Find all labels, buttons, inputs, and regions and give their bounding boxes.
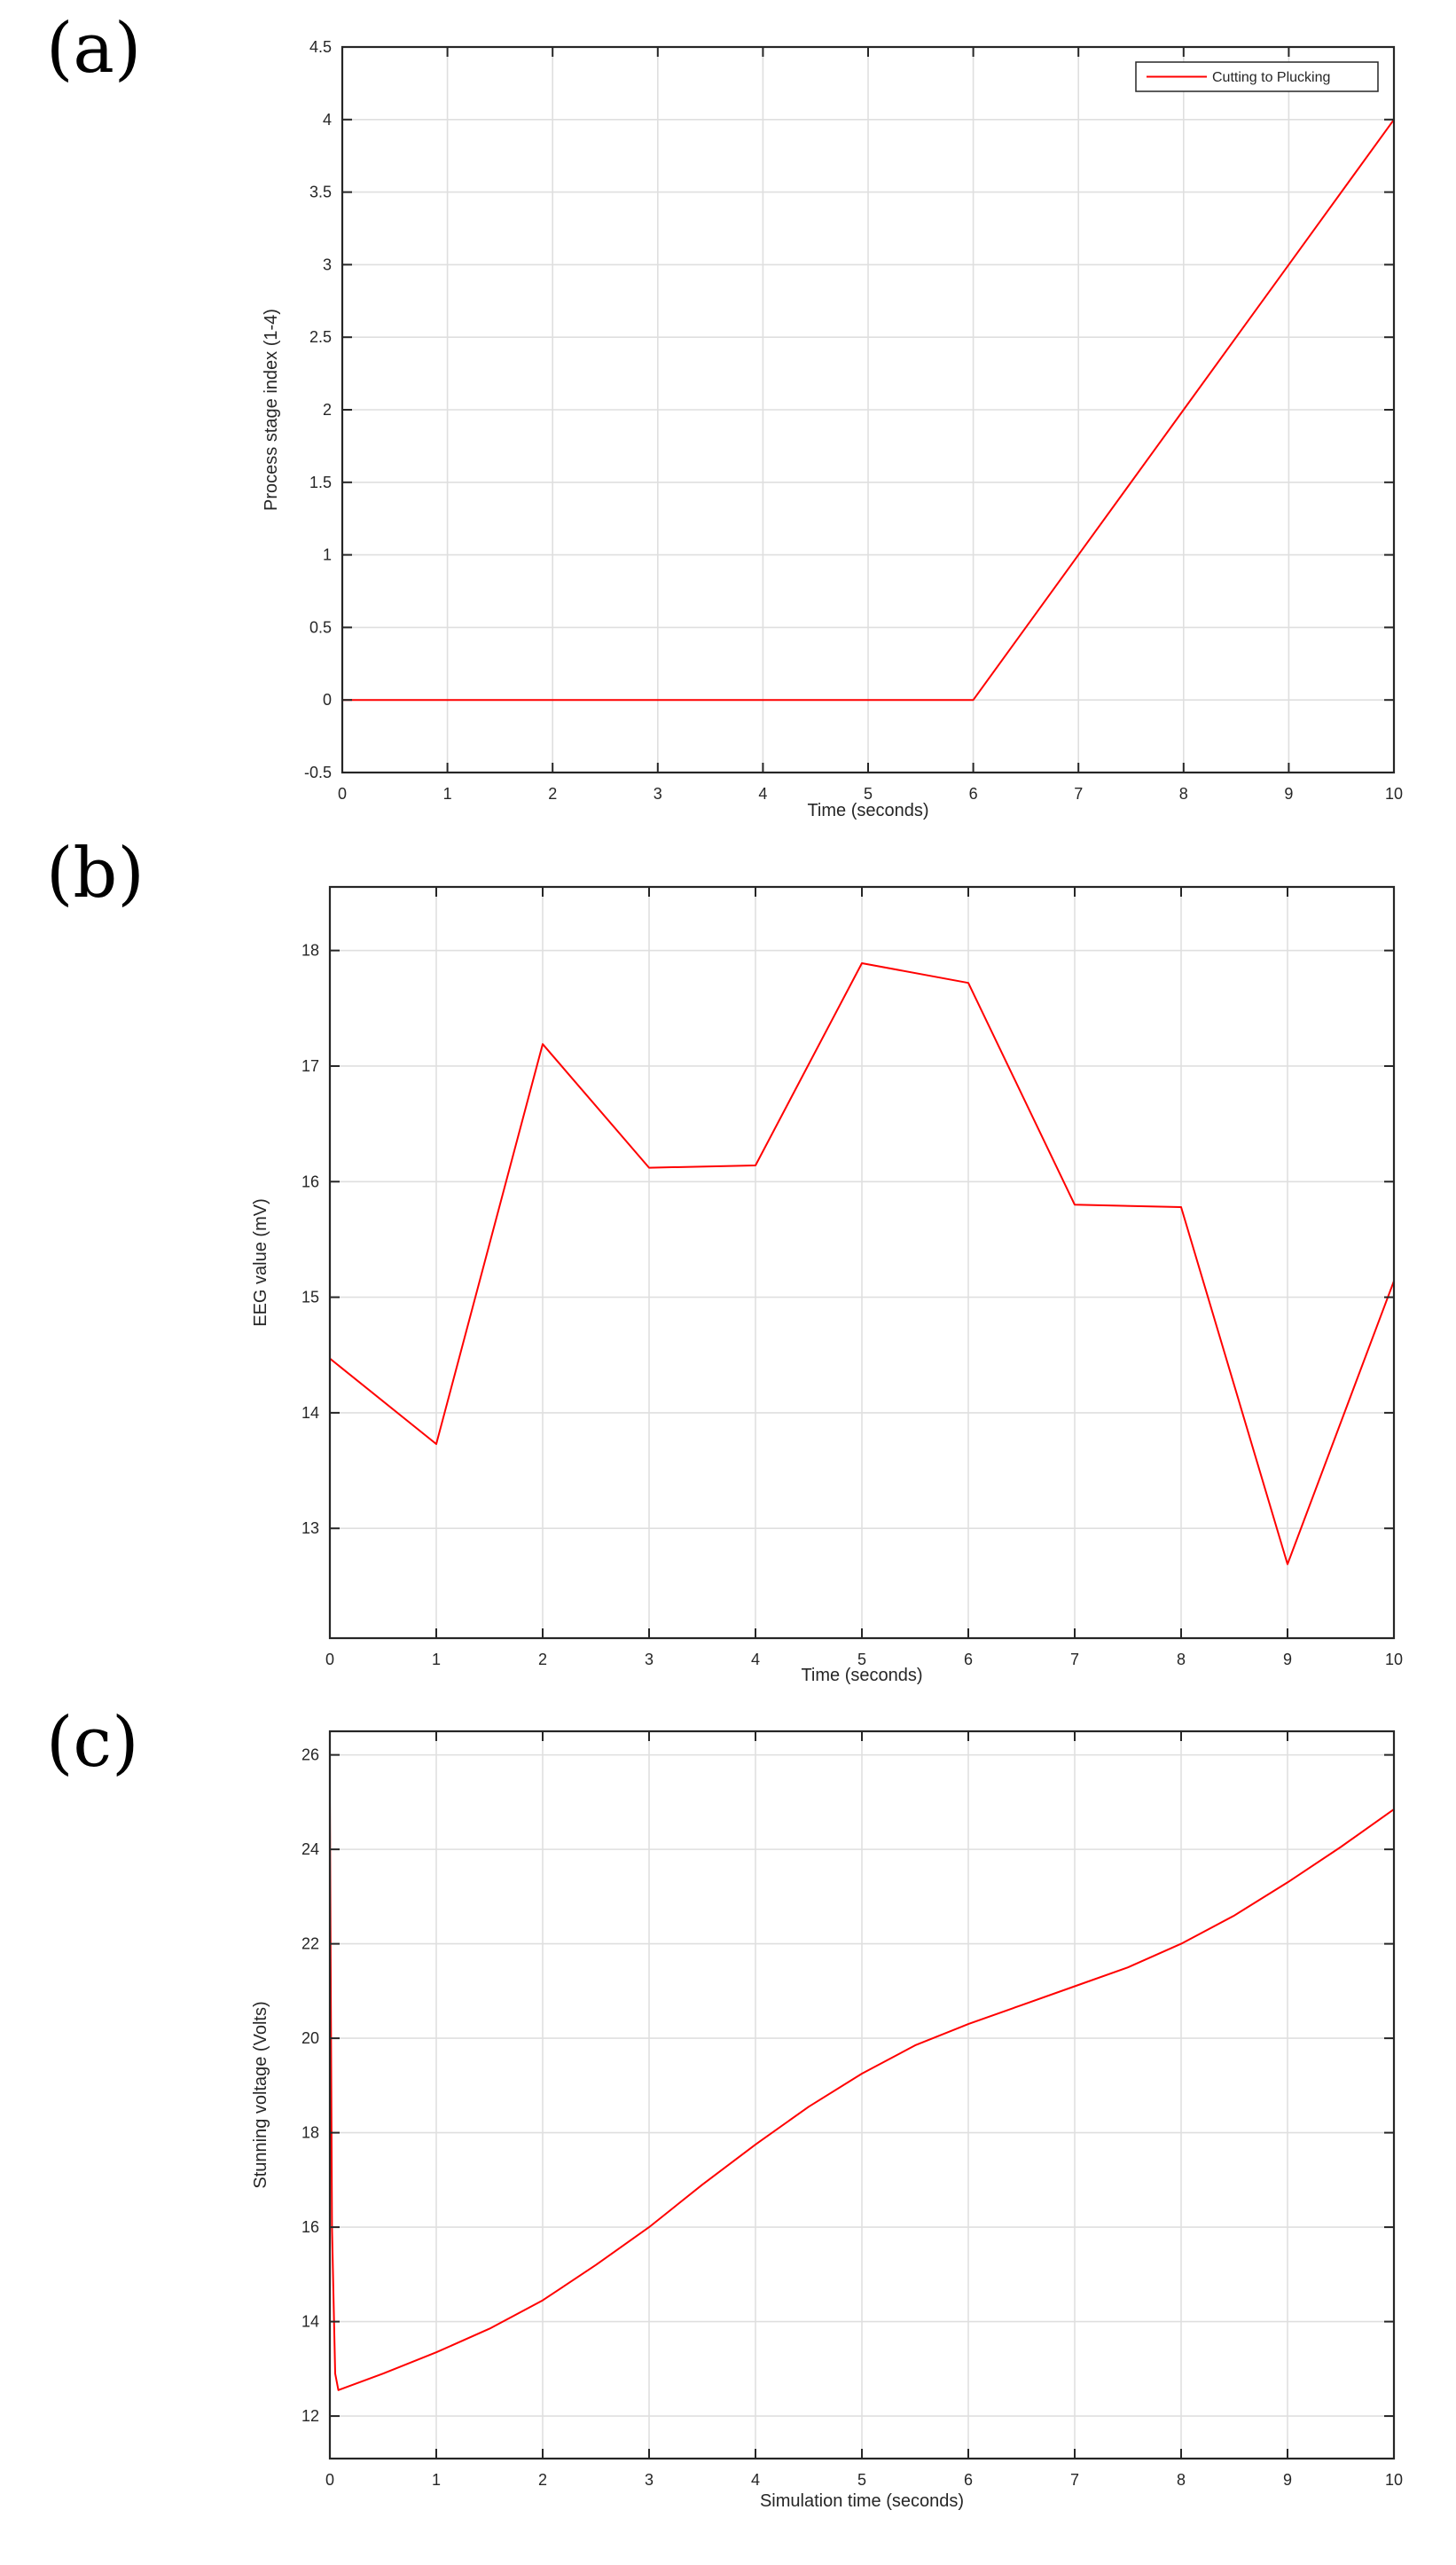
panel-label-b: (b) [46,834,145,914]
svg-text:0: 0 [338,785,347,803]
panel-label-c: (c) [46,1703,139,1783]
svg-text:3: 3 [323,255,332,273]
svg-text:14: 14 [301,2313,319,2331]
svg-text:5: 5 [857,1651,866,1668]
y-axis-label: EEG value (mV) [251,1198,270,1326]
svg-text:5: 5 [857,2471,866,2489]
svg-text:9: 9 [1283,1651,1292,1668]
svg-text:6: 6 [964,2471,973,2489]
svg-text:4: 4 [751,2471,760,2489]
svg-text:7: 7 [1070,2471,1079,2489]
svg-text:24: 24 [301,1840,319,1858]
svg-text:-0.5: -0.5 [304,764,332,781]
x-axis-label: Time (seconds) [807,801,928,820]
svg-text:3.5: 3.5 [309,184,332,201]
svg-text:0: 0 [325,2471,334,2489]
x-axis-ticks: 0 1 2 3 4 5 6 7 8 9 10 [325,887,1403,1668]
svg-text:1: 1 [443,785,452,803]
panel-label-a: (a) [46,9,142,89]
x-axis-ticks: 0 1 2 3 4 5 6 7 8 9 10 [325,1731,1403,2489]
svg-text:2: 2 [323,401,332,419]
series-line [329,1801,1395,2391]
y-axis-ticks: 12 14 16 18 20 22 24 26 [301,1746,1394,2425]
svg-text:1.5: 1.5 [309,474,332,491]
x-axis-label: Time (seconds) [801,1666,922,1685]
svg-text:0: 0 [323,691,332,709]
svg-text:2: 2 [548,785,557,803]
series-line [342,119,1395,702]
chart-a-process-stage: 0 1 2 3 4 5 6 7 8 9 10 -0.5 0 0.5 1 1.5 2 2.5 3 3.5 4 4.5 Time… [262,38,1403,820]
svg-text:2.5: 2.5 [309,328,332,346]
svg-text:8: 8 [1179,785,1188,803]
y-axis-ticks: 13 14 15 16 17 18 [301,942,1394,1537]
x-axis-label: Simulation time (seconds) [760,2491,964,2511]
svg-text:9: 9 [1283,2471,1292,2489]
svg-text:15: 15 [301,1289,319,1306]
svg-text:10: 10 [1385,1651,1403,1668]
y-axis-ticks: -0.5 0 0.5 1 1.5 2 2.5 3 3.5 4 4.5 [304,38,1394,781]
svg-text:4: 4 [751,1651,760,1668]
svg-text:7: 7 [1074,785,1083,803]
svg-text:14: 14 [301,1404,319,1422]
svg-text:8: 8 [1177,2471,1186,2489]
svg-text:4.5: 4.5 [309,38,332,56]
y-axis-label: Process stage index (1-4) [262,309,281,511]
svg-text:18: 18 [301,2124,319,2142]
svg-text:5: 5 [864,785,873,803]
svg-text:0: 0 [325,1651,334,1668]
svg-text:12: 12 [301,2407,319,2425]
svg-text:3: 3 [645,2471,654,2489]
svg-text:4: 4 [323,111,332,129]
svg-text:2: 2 [538,2471,547,2489]
svg-text:18: 18 [301,942,319,960]
svg-text:3: 3 [654,785,662,803]
legend-entry-label: Cutting to Plucking [1212,70,1330,85]
svg-text:0.5: 0.5 [309,618,332,636]
svg-text:3: 3 [645,1651,654,1668]
grid-lines [329,1731,1395,2459]
svg-text:16: 16 [301,2218,319,2236]
svg-text:17: 17 [301,1057,319,1075]
svg-text:2: 2 [538,1651,547,1668]
svg-text:9: 9 [1284,785,1293,803]
svg-text:1: 1 [432,2471,441,2489]
svg-text:10: 10 [1385,2471,1403,2489]
legend: Cutting to Plucking [1135,61,1379,92]
svg-text:7: 7 [1070,1651,1079,1668]
series-line [329,962,1395,1565]
svg-text:20: 20 [301,2029,319,2047]
chart-b-eeg: 0 1 2 3 4 5 6 7 8 9 10 13 14 15 16 17 18 Time (seconds) EE… [251,885,1403,1685]
svg-text:4: 4 [758,785,767,803]
svg-text:6: 6 [964,1651,973,1668]
svg-text:6: 6 [969,785,978,803]
svg-text:1: 1 [432,1651,441,1668]
svg-text:16: 16 [301,1173,319,1190]
x-axis-ticks: 0 1 2 3 4 5 6 7 8 9 10 [338,47,1403,803]
svg-text:13: 13 [301,1519,319,1537]
svg-text:10: 10 [1385,785,1403,803]
svg-text:22: 22 [301,1935,319,1953]
y-axis-label: Stunning voltage (Volts) [251,2001,270,2188]
svg-text:1: 1 [323,546,332,564]
svg-text:26: 26 [301,1746,319,1764]
svg-text:8: 8 [1177,1651,1186,1668]
